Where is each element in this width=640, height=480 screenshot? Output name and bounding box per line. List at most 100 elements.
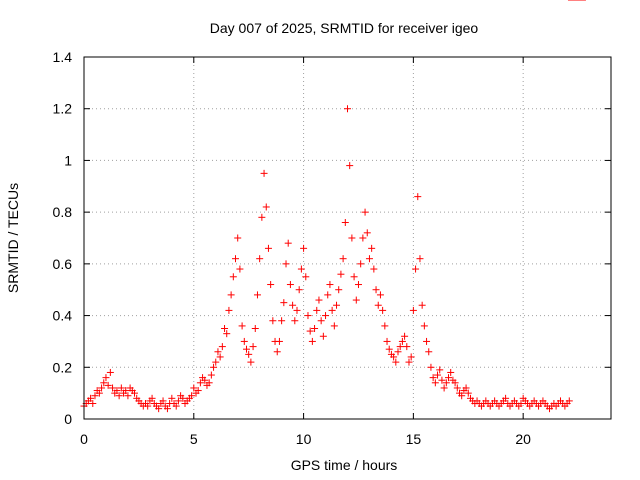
data-point <box>284 239 292 247</box>
grid-layer <box>84 57 611 419</box>
data-point <box>210 363 218 371</box>
data-point <box>286 281 294 289</box>
data-point <box>190 384 198 392</box>
data-point <box>113 387 121 395</box>
data-point <box>438 376 446 384</box>
data-point <box>374 301 382 309</box>
data-point <box>352 296 360 304</box>
data-point <box>458 392 466 400</box>
data-point <box>236 265 244 273</box>
data-point <box>104 381 112 389</box>
data-point <box>225 306 233 314</box>
data-point <box>328 306 336 314</box>
y-tick-label: 1 <box>64 152 72 168</box>
x-axis-label: GPS time / hours <box>291 457 398 473</box>
data-point <box>453 384 461 392</box>
data-point <box>394 348 402 356</box>
data-point <box>383 337 391 345</box>
data-point <box>379 306 387 314</box>
data-point <box>168 394 176 402</box>
data-point <box>339 255 347 263</box>
data-point <box>344 105 351 113</box>
data-point <box>326 281 334 289</box>
data-point <box>194 387 202 395</box>
x-tick-label: 15 <box>406 431 422 447</box>
data-point <box>405 358 413 366</box>
data-point <box>109 384 117 392</box>
data-point <box>376 291 384 299</box>
data-point <box>280 299 288 307</box>
data-point <box>216 353 224 361</box>
data-point <box>297 265 305 273</box>
data-point <box>188 392 196 400</box>
data-point <box>337 270 345 278</box>
data-point <box>425 348 433 356</box>
data-point <box>221 325 229 332</box>
data-point <box>115 392 123 400</box>
data-point <box>124 392 132 400</box>
data-point <box>273 348 281 356</box>
data-point <box>196 379 204 387</box>
data-point <box>306 327 314 335</box>
data-point <box>317 317 325 325</box>
data-point <box>348 234 356 242</box>
data-point <box>247 358 255 366</box>
y-tick-label: 1.2 <box>53 101 73 117</box>
data-point <box>398 337 406 345</box>
data-point <box>385 345 393 353</box>
data-point <box>223 330 231 338</box>
x-tick-label: 5 <box>190 431 198 447</box>
data-point <box>414 193 422 201</box>
data-point <box>333 301 341 309</box>
data-point <box>242 345 250 353</box>
data-point <box>403 343 411 351</box>
data-point <box>502 394 510 402</box>
data-point <box>464 389 472 397</box>
data-point <box>335 286 343 294</box>
data-point <box>462 384 470 392</box>
data-point <box>232 255 240 263</box>
data-point <box>392 358 400 366</box>
data-point <box>229 273 237 281</box>
data-point <box>302 273 310 281</box>
data-point <box>102 374 110 382</box>
data-point <box>308 337 316 345</box>
data-point <box>565 397 573 405</box>
data-point <box>401 332 409 340</box>
y-tick-label: 0.2 <box>53 359 73 375</box>
data-point <box>269 317 277 325</box>
data-point <box>370 265 378 273</box>
data-point <box>249 343 257 351</box>
data-point <box>447 368 455 376</box>
data-point <box>207 371 215 379</box>
data-point <box>275 337 283 345</box>
data-point <box>98 384 106 392</box>
y-tick-label: 0.4 <box>53 308 73 324</box>
data-point <box>322 312 330 320</box>
data-point <box>313 306 321 314</box>
data-point <box>291 317 299 325</box>
data-point <box>445 374 453 382</box>
data-point <box>354 281 362 289</box>
data-point <box>155 405 163 413</box>
y-tick-label: 0.8 <box>53 204 73 220</box>
data-point <box>423 337 431 345</box>
data-point <box>179 394 187 402</box>
data-point <box>357 260 365 268</box>
data-point <box>234 234 242 242</box>
y-tick-label: 0.6 <box>53 256 73 272</box>
data-point <box>163 405 171 413</box>
data-point <box>396 343 404 351</box>
data-point <box>201 376 209 384</box>
data-point <box>106 368 114 376</box>
data-point <box>267 281 275 289</box>
data-point <box>89 399 97 407</box>
data-point <box>253 291 261 299</box>
data-point <box>174 397 182 405</box>
data-point <box>212 358 220 366</box>
data-point <box>350 273 358 281</box>
data-point <box>205 379 213 387</box>
data-point <box>451 379 459 387</box>
data-point <box>122 387 130 395</box>
